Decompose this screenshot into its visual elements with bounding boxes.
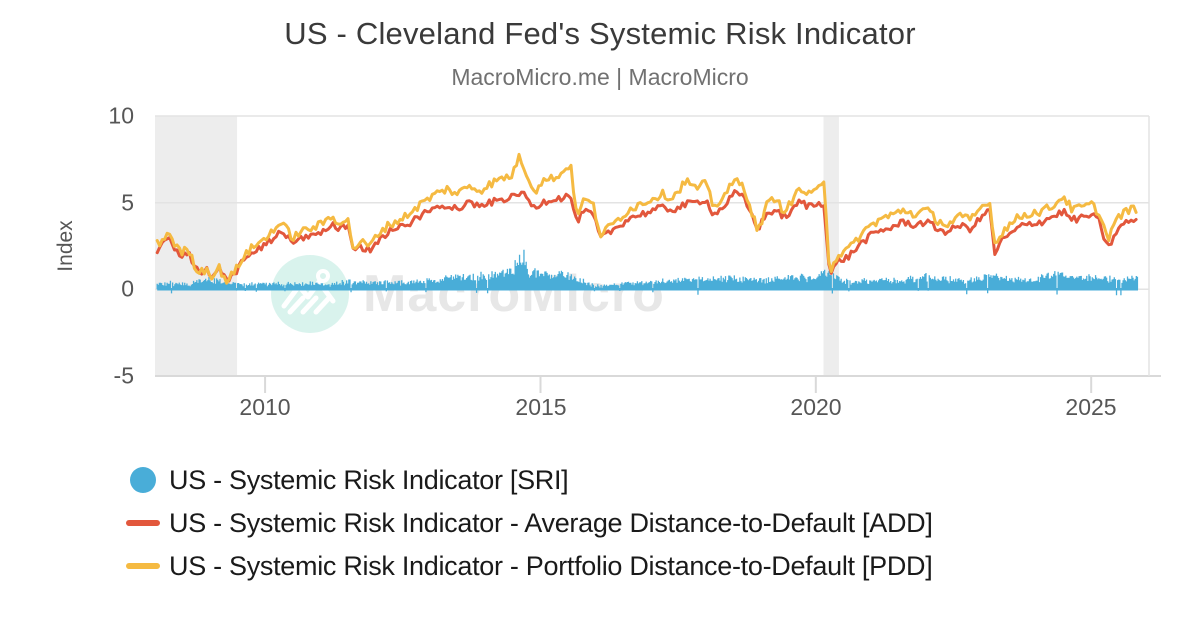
x-tick-label-2020: 2020 [790, 394, 842, 420]
legend-item-sri[interactable]: US - Systemic Risk Indicator [SRI] [126, 464, 933, 495]
y-tick-label-neg5: -5 [113, 362, 134, 389]
legend: US - Systemic Risk Indicator [SRI] US - … [126, 464, 933, 581]
y-tick-label-10: 10 [108, 102, 134, 129]
x-tick-label-2025: 2025 [1065, 394, 1117, 420]
y-tick-label-0: 0 [121, 275, 134, 302]
watermark: MacroMicro [271, 255, 665, 333]
y-tick-label-5: 5 [121, 189, 134, 216]
series-line [155, 189, 1138, 283]
macromicro-logo-icon [271, 255, 349, 333]
legend-label-pdd: US - Systemic Risk Indicator - Portfolio… [169, 550, 933, 581]
series-line [155, 152, 1138, 285]
add-series-marker-icon [126, 520, 160, 526]
pdd-series-marker-icon [126, 563, 160, 569]
x-tick-label-2010: 2010 [239, 394, 291, 420]
legend-label-add: US - Systemic Risk Indicator - Average D… [169, 507, 933, 538]
sri-series-marker-icon [130, 467, 156, 493]
sri-bars [156, 249, 1139, 296]
recession-band [155, 116, 238, 376]
chart-subtitle: MacroMicro.me | MacroMicro [451, 64, 749, 90]
legend-item-add[interactable]: US - Systemic Risk Indicator - Average D… [126, 507, 933, 538]
chart-title: US - Cleveland Fed's Systemic Risk Indic… [284, 16, 916, 51]
legend-label-sri: US - Systemic Risk Indicator [SRI] [169, 464, 569, 495]
x-tick-label-2015: 2015 [515, 394, 567, 420]
legend-item-pdd[interactable]: US - Systemic Risk Indicator - Portfolio… [126, 550, 933, 581]
recession-band [823, 116, 839, 376]
